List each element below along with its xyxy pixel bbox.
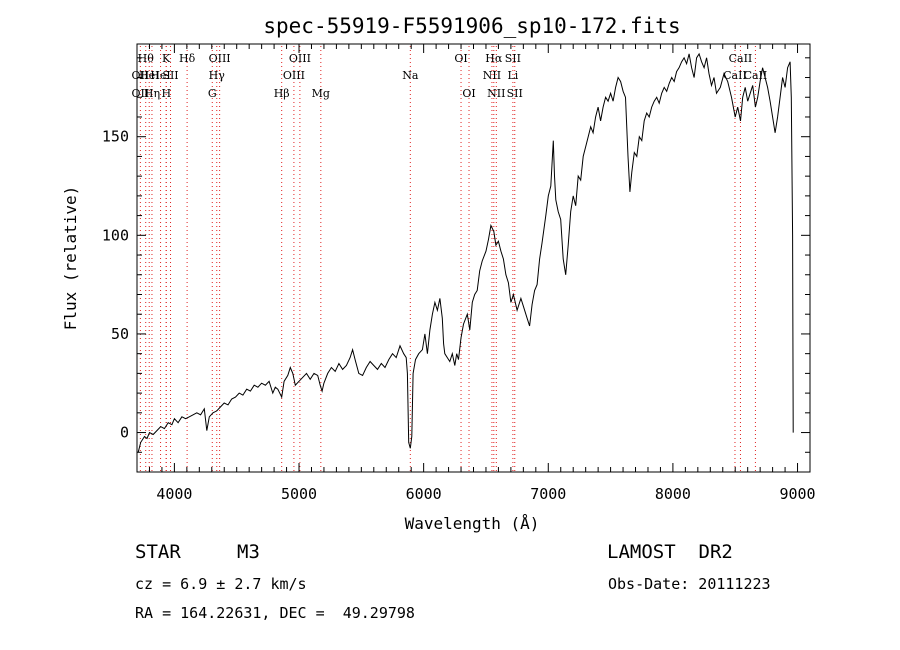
spectral-line-markers — [139, 46, 756, 472]
line-label: Na — [402, 69, 419, 82]
y-tick-label: 0 — [120, 424, 129, 442]
line-label: HeI — [150, 69, 170, 82]
y-axis-ticks: 0 50 100 150 — [102, 57, 810, 473]
y-tick-label: 50 — [111, 325, 129, 343]
redshift-velocity: cz = 6.9 ± 2.7 km/s — [135, 575, 307, 593]
line-label: OIII — [283, 69, 305, 82]
x-tick-label: 5000 — [281, 485, 317, 503]
y-tick-label: 100 — [102, 226, 129, 244]
line-label: CaII — [729, 52, 753, 65]
line-label: OIII — [209, 52, 231, 65]
line-label: SII — [162, 69, 178, 82]
line-label: Hδ — [179, 52, 196, 65]
plot-frame — [136, 43, 811, 473]
line-label: OIII — [289, 52, 311, 65]
line-label: Hγ — [209, 69, 226, 82]
line-label: HeI — [139, 69, 159, 82]
line-label: Mg — [312, 87, 330, 100]
x-tick-label: 4000 — [156, 485, 192, 503]
survey-name: LAMOST DR2 — [607, 541, 733, 563]
line-label: Hα — [485, 52, 503, 65]
x-tick-label: 6000 — [406, 485, 442, 503]
line-label: G — [208, 87, 217, 100]
object-subclass: M3 — [237, 541, 260, 563]
spectral-line-labels: OIIOIIHθHeIHηHeIKHSIIHδGHγOIIIHβOIIIOIII… — [132, 52, 768, 100]
line-label: Hβ — [274, 87, 290, 100]
line-label: K — [162, 52, 171, 65]
line-label: Hθ — [138, 52, 155, 65]
object-class: STAR — [135, 541, 181, 563]
chart-title: spec-55919-F5591906_sp10-172.fits — [263, 14, 680, 38]
y-axis-label: Flux (relative) — [61, 186, 80, 331]
line-label: SII — [505, 52, 521, 65]
x-axis-ticks: 4000 5000 6000 7000 8000 9000 — [136, 44, 816, 503]
line-label: OI — [454, 52, 467, 65]
line-label: Li — [507, 69, 518, 82]
x-tick-label: 7000 — [530, 485, 566, 503]
line-label: H — [161, 87, 171, 100]
spectrum-series-line — [137, 52, 794, 453]
line-label: NII — [483, 69, 501, 82]
line-label: OI — [462, 87, 475, 100]
x-tick-label: 8000 — [655, 485, 691, 503]
line-label: OII — [132, 87, 150, 100]
y-tick-label: 150 — [102, 128, 129, 146]
line-label: SII — [507, 87, 523, 100]
line-label: CaII — [723, 69, 747, 82]
line-label: Hη — [144, 87, 160, 100]
line-label: OII — [132, 69, 150, 82]
line-label: NII — [487, 87, 505, 100]
coordinates: RA = 164.22631, DEC = 49.29798 — [135, 604, 415, 622]
x-tick-label: 9000 — [779, 485, 815, 503]
observation-date: Obs-Date: 20111223 — [608, 575, 771, 593]
x-axis-label: Wavelength (Å) — [405, 514, 540, 533]
